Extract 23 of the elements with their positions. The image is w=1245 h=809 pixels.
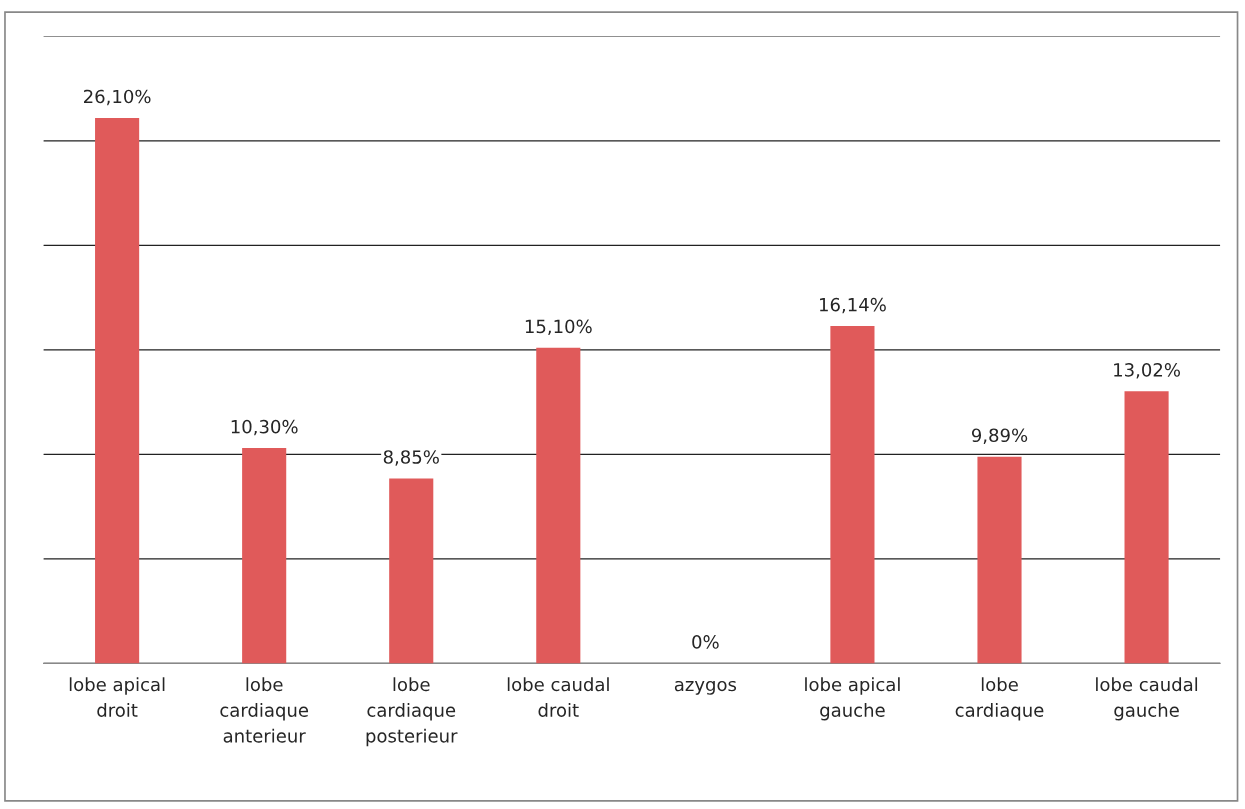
bar (830, 326, 875, 664)
x-tick-label: lobe cardiaque (955, 677, 1044, 721)
bar (536, 347, 581, 664)
x-tick-label: azygos (674, 680, 737, 695)
x-tick-label: lobe apical gauche (805, 677, 900, 721)
x-tick-label: lobe cardiaque posterieur (366, 677, 458, 747)
data-label: 0% (692, 635, 719, 649)
data-label: 26,10% (84, 89, 151, 106)
data-label: 16,14% (820, 297, 886, 314)
x-tick-label: lobe caudal gauche (1096, 677, 1198, 721)
data-label: 9,89% (971, 428, 1028, 444)
data-label: 8,85% (383, 450, 439, 466)
bar (242, 448, 287, 664)
data-label: 15,10% (525, 319, 592, 336)
bar (977, 456, 1022, 664)
x-tick-label: lobe caudal droit (507, 677, 609, 717)
bar (389, 478, 434, 664)
x-tick-label: lobe apical droit (69, 677, 165, 717)
x-tick-label: lobe cardiaque anterieur (220, 677, 309, 743)
data-label: 13,02% (1114, 363, 1180, 379)
data-label: 10,30% (231, 419, 298, 436)
bar (95, 117, 140, 664)
bar (1124, 391, 1169, 664)
